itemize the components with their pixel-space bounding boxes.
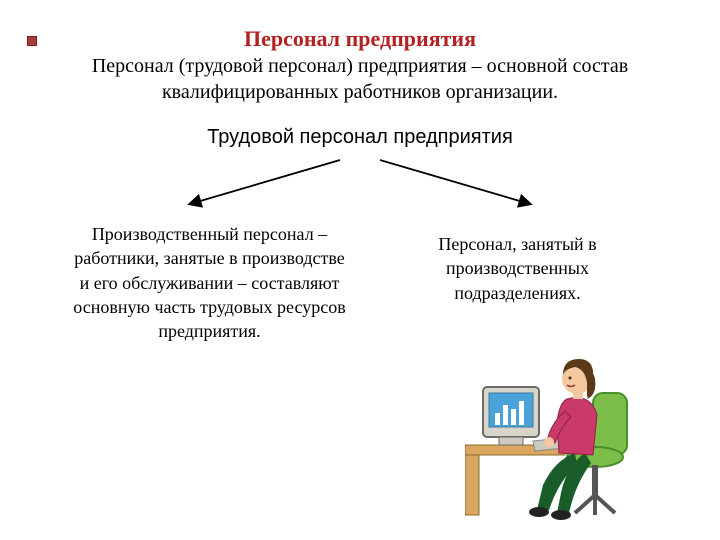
subtitle-text: Персонал (трудовой персонал) предприятия… [60,54,660,105]
section-heading: Трудовой персонал предприятия [0,126,720,149]
arrow-left [190,160,340,204]
woman-at-computer-clipart [465,345,640,520]
left-branch-text: Производственный персонал – работники, з… [72,222,347,343]
arrow-right [380,160,530,204]
branching-arrows [130,152,590,212]
page-title: Персонал предприятия [0,26,720,52]
right-branch-text: Персонал, занятый в производственных под… [410,232,625,305]
